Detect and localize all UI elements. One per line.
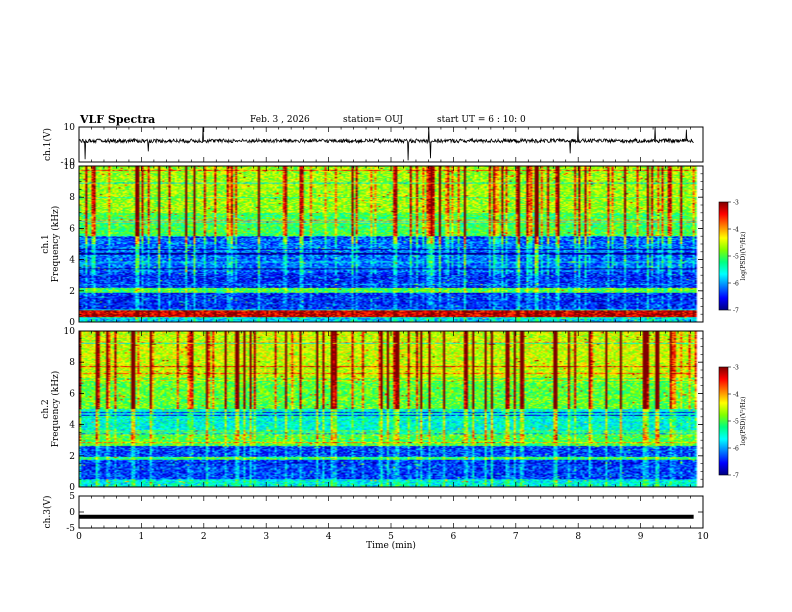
colorbar-tick-label: -7 <box>733 473 739 480</box>
colorbar-label: log(PSD)(V²/Hz) <box>740 232 747 281</box>
x-axis-label: Time (min) <box>366 540 416 551</box>
colorbar-tick-label: -3 <box>733 200 739 207</box>
y-tick-label: 10 <box>64 162 76 172</box>
y-axis-label: Frequency (kHz) <box>50 206 61 283</box>
y-tick-label: 0 <box>69 483 75 493</box>
y-tick-label: 10 <box>64 327 76 337</box>
x-tick-label: 2 <box>201 532 207 542</box>
y-tick-label: 6 <box>69 224 75 234</box>
x-tick-label: 6 <box>451 532 457 542</box>
x-tick-label: 10 <box>697 532 709 542</box>
colorbar-tick-label: -5 <box>733 419 739 426</box>
x-tick-label: 7 <box>513 532 519 542</box>
y-tick-label: 0 <box>69 318 75 328</box>
y-tick-label: 10 <box>64 123 76 133</box>
y-axis-label: ch.2 <box>41 399 51 418</box>
y-tick-label: 4 <box>69 256 75 266</box>
y-tick-label: 8 <box>69 193 75 203</box>
chart-title: VLF Spectra <box>80 113 156 126</box>
y-axis-label: Frequency (kHz) <box>50 371 61 448</box>
y-tick-label: 0 <box>69 508 75 518</box>
spectrogram-2 <box>79 331 703 487</box>
y-tick-label: 2 <box>69 452 75 462</box>
colorbar <box>718 366 729 476</box>
start-time-label: start UT = 6 : 10: 0 <box>437 115 526 125</box>
date-label: Feb. 3 , 2026 <box>250 115 310 125</box>
y-tick-label: -5 <box>66 524 75 534</box>
colorbar-tick-label: -4 <box>733 392 739 399</box>
y-axis-label: ch.3(V) <box>42 496 53 529</box>
colorbar-tick-label: -5 <box>733 254 739 261</box>
y-tick-label: 5 <box>69 492 75 502</box>
y-tick-label: 2 <box>69 287 75 297</box>
x-tick-label: 3 <box>263 532 269 542</box>
colorbar <box>718 201 729 311</box>
spectrogram-1 <box>79 166 703 322</box>
y-tick-label: 8 <box>69 358 75 368</box>
y-tick-label: 4 <box>69 421 75 431</box>
ch1-waveform <box>78 126 694 161</box>
y-axis-label: ch.1(V) <box>42 128 53 161</box>
colorbar-tick-label: -4 <box>733 227 739 234</box>
y-tick-label: -10 <box>61 158 76 168</box>
y-tick-label: 6 <box>69 389 75 399</box>
colorbar-tick-label: -6 <box>733 281 739 288</box>
y-axis-label: ch.1 <box>41 234 51 253</box>
colorbar-tick-label: -3 <box>733 365 739 372</box>
colorbar-label: log(PSD)(V²/Hz) <box>740 397 747 446</box>
station-label: station= OUJ <box>343 115 404 125</box>
x-tick-label: 1 <box>139 532 145 542</box>
colorbar-tick-label: -7 <box>733 308 739 315</box>
x-tick-label: 8 <box>575 532 581 542</box>
x-tick-label: 4 <box>326 532 332 542</box>
x-tick-label: 0 <box>76 532 82 542</box>
x-tick-label: 5 <box>388 532 394 542</box>
panel-frame <box>78 126 704 163</box>
colorbar-tick-label: -6 <box>733 446 739 453</box>
x-tick-label: 9 <box>638 532 644 542</box>
